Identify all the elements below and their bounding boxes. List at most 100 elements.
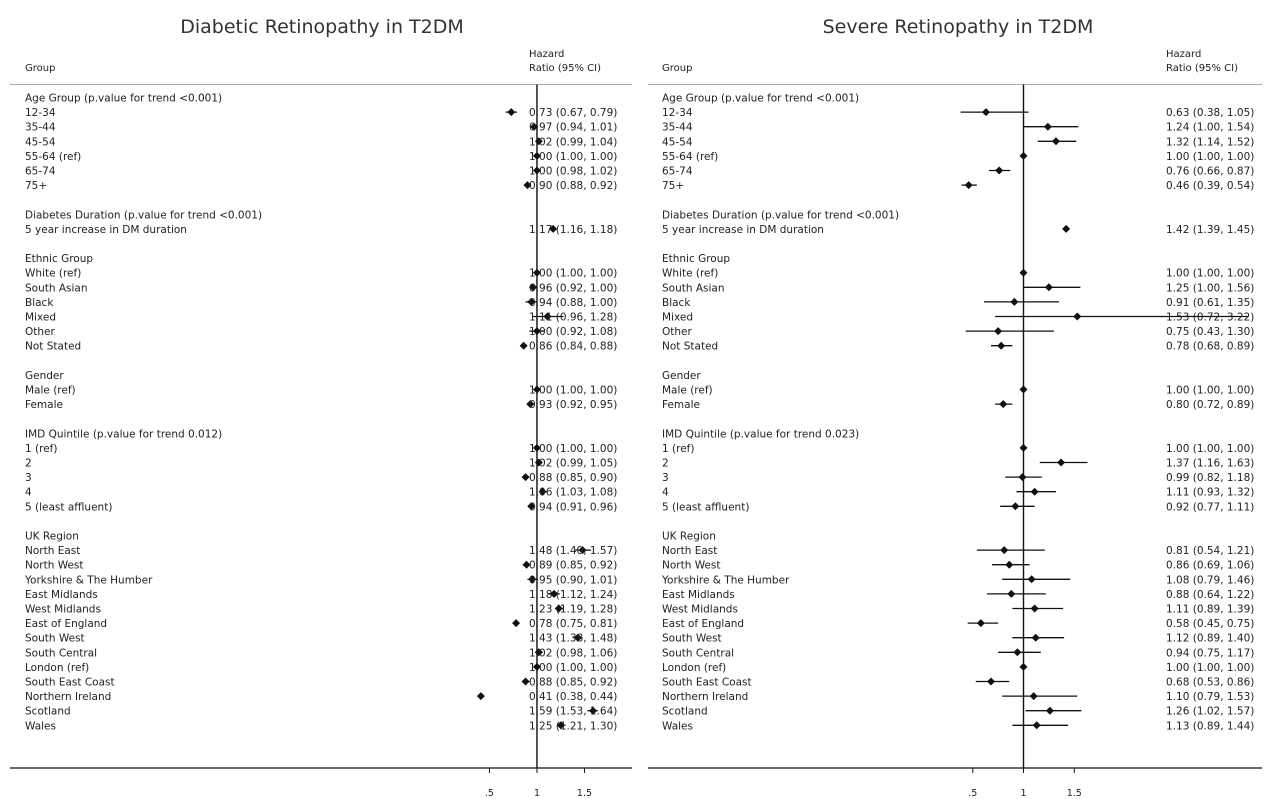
- row-label: South West: [25, 633, 85, 645]
- hr-marker: [1030, 487, 1039, 496]
- hr-marker: [534, 137, 543, 146]
- hr-ci-value: 1.43 (1.38, 1.48): [529, 633, 617, 645]
- row-label: South Central: [25, 647, 97, 659]
- hr-ci-value: 1.00 (1.00, 1.00): [1166, 662, 1254, 674]
- hr-marker: [976, 619, 985, 628]
- row-label: London (ref): [25, 662, 89, 674]
- hr-marker: [532, 443, 541, 452]
- row-label: 4: [25, 487, 32, 499]
- row-label: South West: [662, 633, 722, 645]
- row-label: 65-74: [662, 166, 693, 178]
- hr-ci-value: 1.00 (1.00, 1.00): [1166, 268, 1254, 280]
- section-heading: Gender: [662, 370, 701, 382]
- hr-ci-value: 0.86 (0.84, 0.88): [529, 341, 617, 353]
- hr-marker: [964, 181, 973, 190]
- hr-ci-value: 1.10 (0.79, 1.53): [1166, 691, 1254, 703]
- row-label: Yorkshire & The Humber: [24, 574, 153, 586]
- section-heading: IMD Quintile (p.value for trend 0.023): [662, 428, 859, 440]
- row-label: West Midlands: [662, 604, 738, 616]
- hr-ci-value: 0.96 (0.92, 1.00): [529, 282, 617, 294]
- header-ratio-ci: Ratio (95% CI): [1166, 63, 1238, 74]
- hr-marker: [538, 487, 547, 496]
- hr-ci-value: 1.06 (1.03, 1.08): [529, 487, 617, 499]
- section-heading: Age Group (p.value for trend <0.001): [25, 93, 222, 105]
- section-heading: Ethnic Group: [25, 253, 93, 265]
- row-label: Scotland: [662, 706, 708, 718]
- forest-panel-2: Severe Retinopathy in T2DM Group Hazard Rat…: [648, 16, 1262, 799]
- row-label: Yorkshire & The Humber: [661, 574, 790, 586]
- x-tick-label: 1.5: [577, 788, 592, 799]
- hr-ci-value: 0.94 (0.91, 0.96): [529, 501, 617, 513]
- row-label: North West: [25, 560, 84, 572]
- hr-marker: [521, 677, 530, 686]
- hr-marker: [532, 151, 541, 160]
- row-label: East of England: [25, 618, 107, 630]
- hr-ci-value: 1.08 (0.79, 1.46): [1166, 574, 1254, 586]
- hr-marker: [1019, 385, 1028, 394]
- hr-ci-value: 0.88 (0.64, 1.22): [1166, 589, 1254, 601]
- hr-marker: [1013, 648, 1022, 657]
- hr-marker: [1011, 502, 1020, 511]
- hr-marker: [512, 619, 521, 628]
- hr-marker: [554, 604, 563, 613]
- hr-ci-value: 0.99 (0.82, 1.18): [1166, 472, 1254, 484]
- hr-ci-value: 0.80 (0.72, 0.89): [1166, 399, 1254, 411]
- row-label: White (ref): [662, 268, 718, 280]
- hr-marker: [1019, 268, 1028, 277]
- hr-ci-value: 0.41 (0.38, 0.44): [529, 691, 617, 703]
- hr-ci-value: 1.00 (1.00, 1.00): [529, 662, 617, 674]
- hr-marker: [1030, 604, 1039, 613]
- hr-marker: [997, 341, 1006, 350]
- row-label: 5 year increase in DM duration: [25, 224, 187, 236]
- row-label: Male (ref): [25, 385, 76, 397]
- hr-marker: [526, 400, 535, 409]
- hr-marker: [529, 283, 538, 292]
- hr-ci-value: 0.75 (0.43, 1.30): [1166, 326, 1254, 338]
- hr-ci-value: 1.00 (1.00, 1.00): [1166, 151, 1254, 163]
- row-label: 5 (least affluent): [662, 501, 749, 513]
- hr-marker: [532, 662, 541, 671]
- row-label: South Central: [662, 647, 734, 659]
- row-label: Scotland: [25, 706, 71, 718]
- row-label: White (ref): [25, 268, 81, 280]
- hr-marker: [981, 108, 990, 117]
- row-label: North East: [25, 545, 80, 557]
- hr-ci-value: 0.90 (0.88, 0.92): [529, 180, 617, 192]
- hr-ci-value: 1.37 (1.16, 1.63): [1166, 458, 1254, 470]
- row-label: Mixed: [662, 312, 693, 324]
- hr-ci-value: 0.91 (0.61, 1.35): [1166, 297, 1254, 309]
- hr-marker: [532, 385, 541, 394]
- hr-ci-value: 1.00 (1.00, 1.00): [529, 151, 617, 163]
- hr-marker: [995, 166, 1004, 175]
- hr-ci-value: 1.17 (1.16, 1.18): [529, 224, 617, 236]
- hr-marker: [1019, 443, 1028, 452]
- row-label: Female: [25, 399, 63, 411]
- hr-marker: [1010, 297, 1019, 306]
- row-label: 45-54: [25, 136, 56, 148]
- chart-title: Severe Retinopathy in T2DM: [823, 16, 1094, 38]
- row-label: 3: [662, 472, 669, 484]
- row-label: West Midlands: [25, 604, 101, 616]
- hr-ci-value: 1.24 (1.00, 1.54): [1166, 122, 1254, 134]
- hr-ci-value: 1.13 (0.89, 1.44): [1166, 720, 1254, 732]
- hr-ci-value: 0.92 (0.77, 1.11): [1166, 501, 1254, 513]
- hr-ci-value: 1.00 (1.00, 1.00): [529, 268, 617, 280]
- hr-marker: [1043, 122, 1052, 131]
- x-tick-label: 1: [534, 788, 540, 799]
- hr-marker: [573, 633, 582, 642]
- row-label: 75+: [25, 180, 47, 192]
- row-label: 12-34: [25, 107, 56, 119]
- hr-marker: [519, 341, 528, 350]
- hr-ci-value: 0.81 (0.54, 1.21): [1166, 545, 1254, 557]
- row-label: South Asian: [662, 282, 725, 294]
- row-label: Not Stated: [662, 341, 718, 353]
- chart-title: Diabetic Retinopathy in T2DM: [180, 16, 464, 38]
- row-label: 1 (ref): [662, 443, 694, 455]
- hr-ci-value: 0.73 (0.67, 0.79): [529, 107, 617, 119]
- hr-ci-value: 1.18 (1.12, 1.24): [529, 589, 617, 601]
- row-label: 75+: [662, 180, 684, 192]
- row-label: Black: [662, 297, 691, 309]
- section-heading: UK Region: [25, 531, 79, 543]
- hr-marker: [534, 458, 543, 467]
